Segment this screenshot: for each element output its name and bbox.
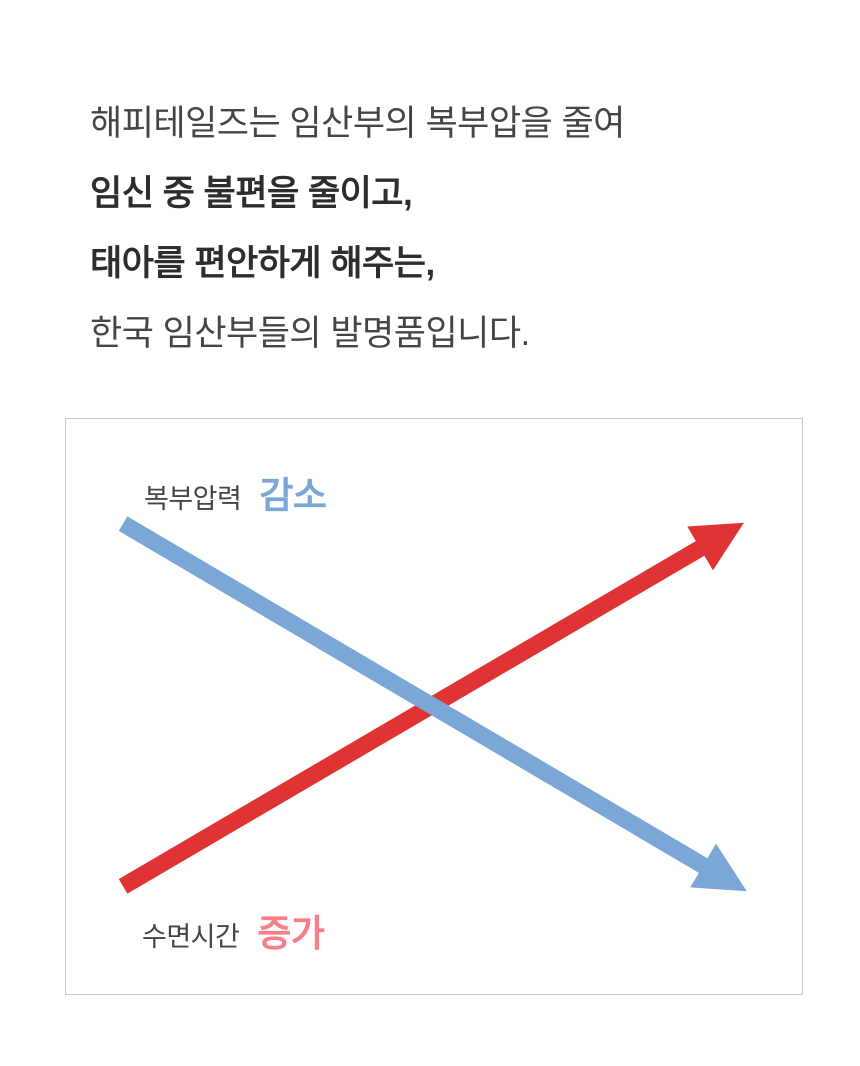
decrease-value-text: 감소 bbox=[259, 475, 327, 516]
intro-line-3: 태아를 편안하게 해주는, bbox=[90, 244, 435, 283]
sleep-time-increase-arrow bbox=[118, 522, 744, 894]
intro-line-4: 한국 임산부들의 발명품입니다. bbox=[90, 314, 530, 353]
intro-line-1: 해피테일즈는 임산부의 복부압을 줄여 bbox=[90, 104, 625, 143]
trend-chart-box: 복부압력 감소 수면시간 증가 bbox=[65, 418, 803, 995]
sleep-time-label: 수면시간 증가 bbox=[142, 903, 325, 957]
trend-arrows-graphic bbox=[118, 516, 747, 894]
sleep-time-label-text: 수면시간 bbox=[142, 922, 240, 952]
abdominal-pressure-label: 복부압력 감소 bbox=[144, 465, 327, 519]
intro-text: 해피테일즈는 임산부의 복부압을 줄여 임신 중 불편을 줄이고, 태아를 편안… bbox=[90, 89, 625, 369]
increase-value-text: 증가 bbox=[257, 913, 325, 954]
abdominal-pressure-decrease-arrow bbox=[118, 516, 747, 892]
intro-line-2: 임신 중 불편을 줄이고, bbox=[90, 174, 413, 213]
abdominal-pressure-label-text: 복부압력 bbox=[144, 484, 242, 514]
